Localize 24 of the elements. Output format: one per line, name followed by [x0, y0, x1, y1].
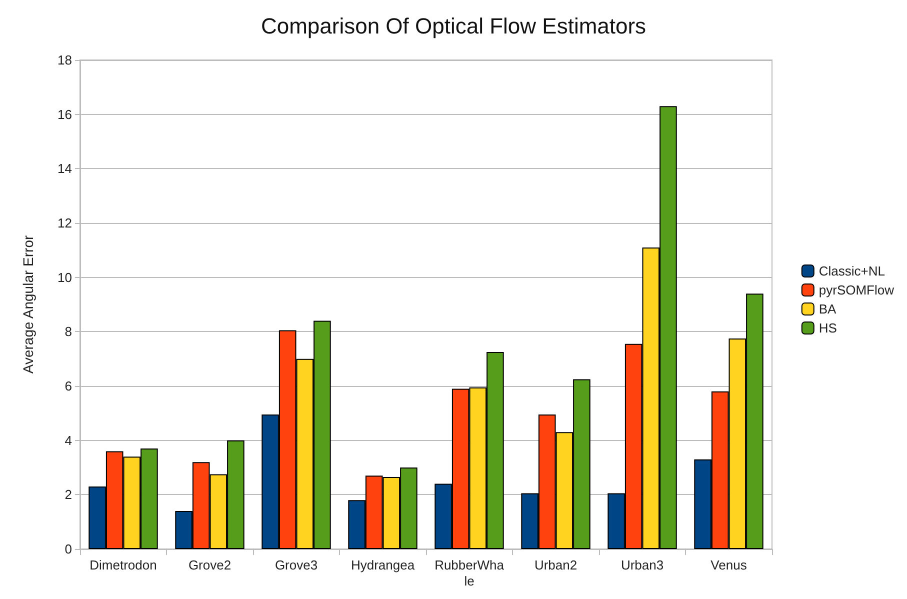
x-tick-label: Venus [710, 558, 748, 572]
y-axis-title: Average Angular Error [20, 235, 36, 374]
y-tick-label: 14 [58, 161, 72, 176]
y-tick-label: 2 [64, 487, 72, 502]
y-tick-label: 16 [58, 106, 72, 122]
x-tick-label: Grove2 [188, 558, 232, 572]
y-tick-label: 0 [64, 542, 72, 556]
y-tick-label: 8 [64, 324, 72, 340]
chart-title: Comparison Of Optical Flow Estimators [260, 14, 646, 38]
y-tick-label: 6 [64, 378, 72, 394]
x-tick-label: Urban3 [620, 558, 664, 572]
x-tick-label: Grove3 [274, 558, 318, 572]
y-tick-label: 10 [58, 270, 72, 285]
legend-label: HS [818, 320, 838, 336]
y-tick-label: 18 [58, 52, 72, 68]
x-tick-label: Hydrangea [350, 558, 416, 572]
legend-label: Classic+NL [818, 264, 885, 278]
x-tick-label: Dimetrodon [90, 558, 157, 572]
legend-label: BA [818, 302, 837, 316]
x-tick-label: RubberWhale [434, 558, 505, 588]
y-tick-label: 4 [64, 432, 72, 448]
y-tick-label: 12 [58, 216, 72, 230]
legend-label: pyrSOMFlow [818, 282, 895, 298]
x-tick-label: Urban2 [534, 558, 578, 572]
